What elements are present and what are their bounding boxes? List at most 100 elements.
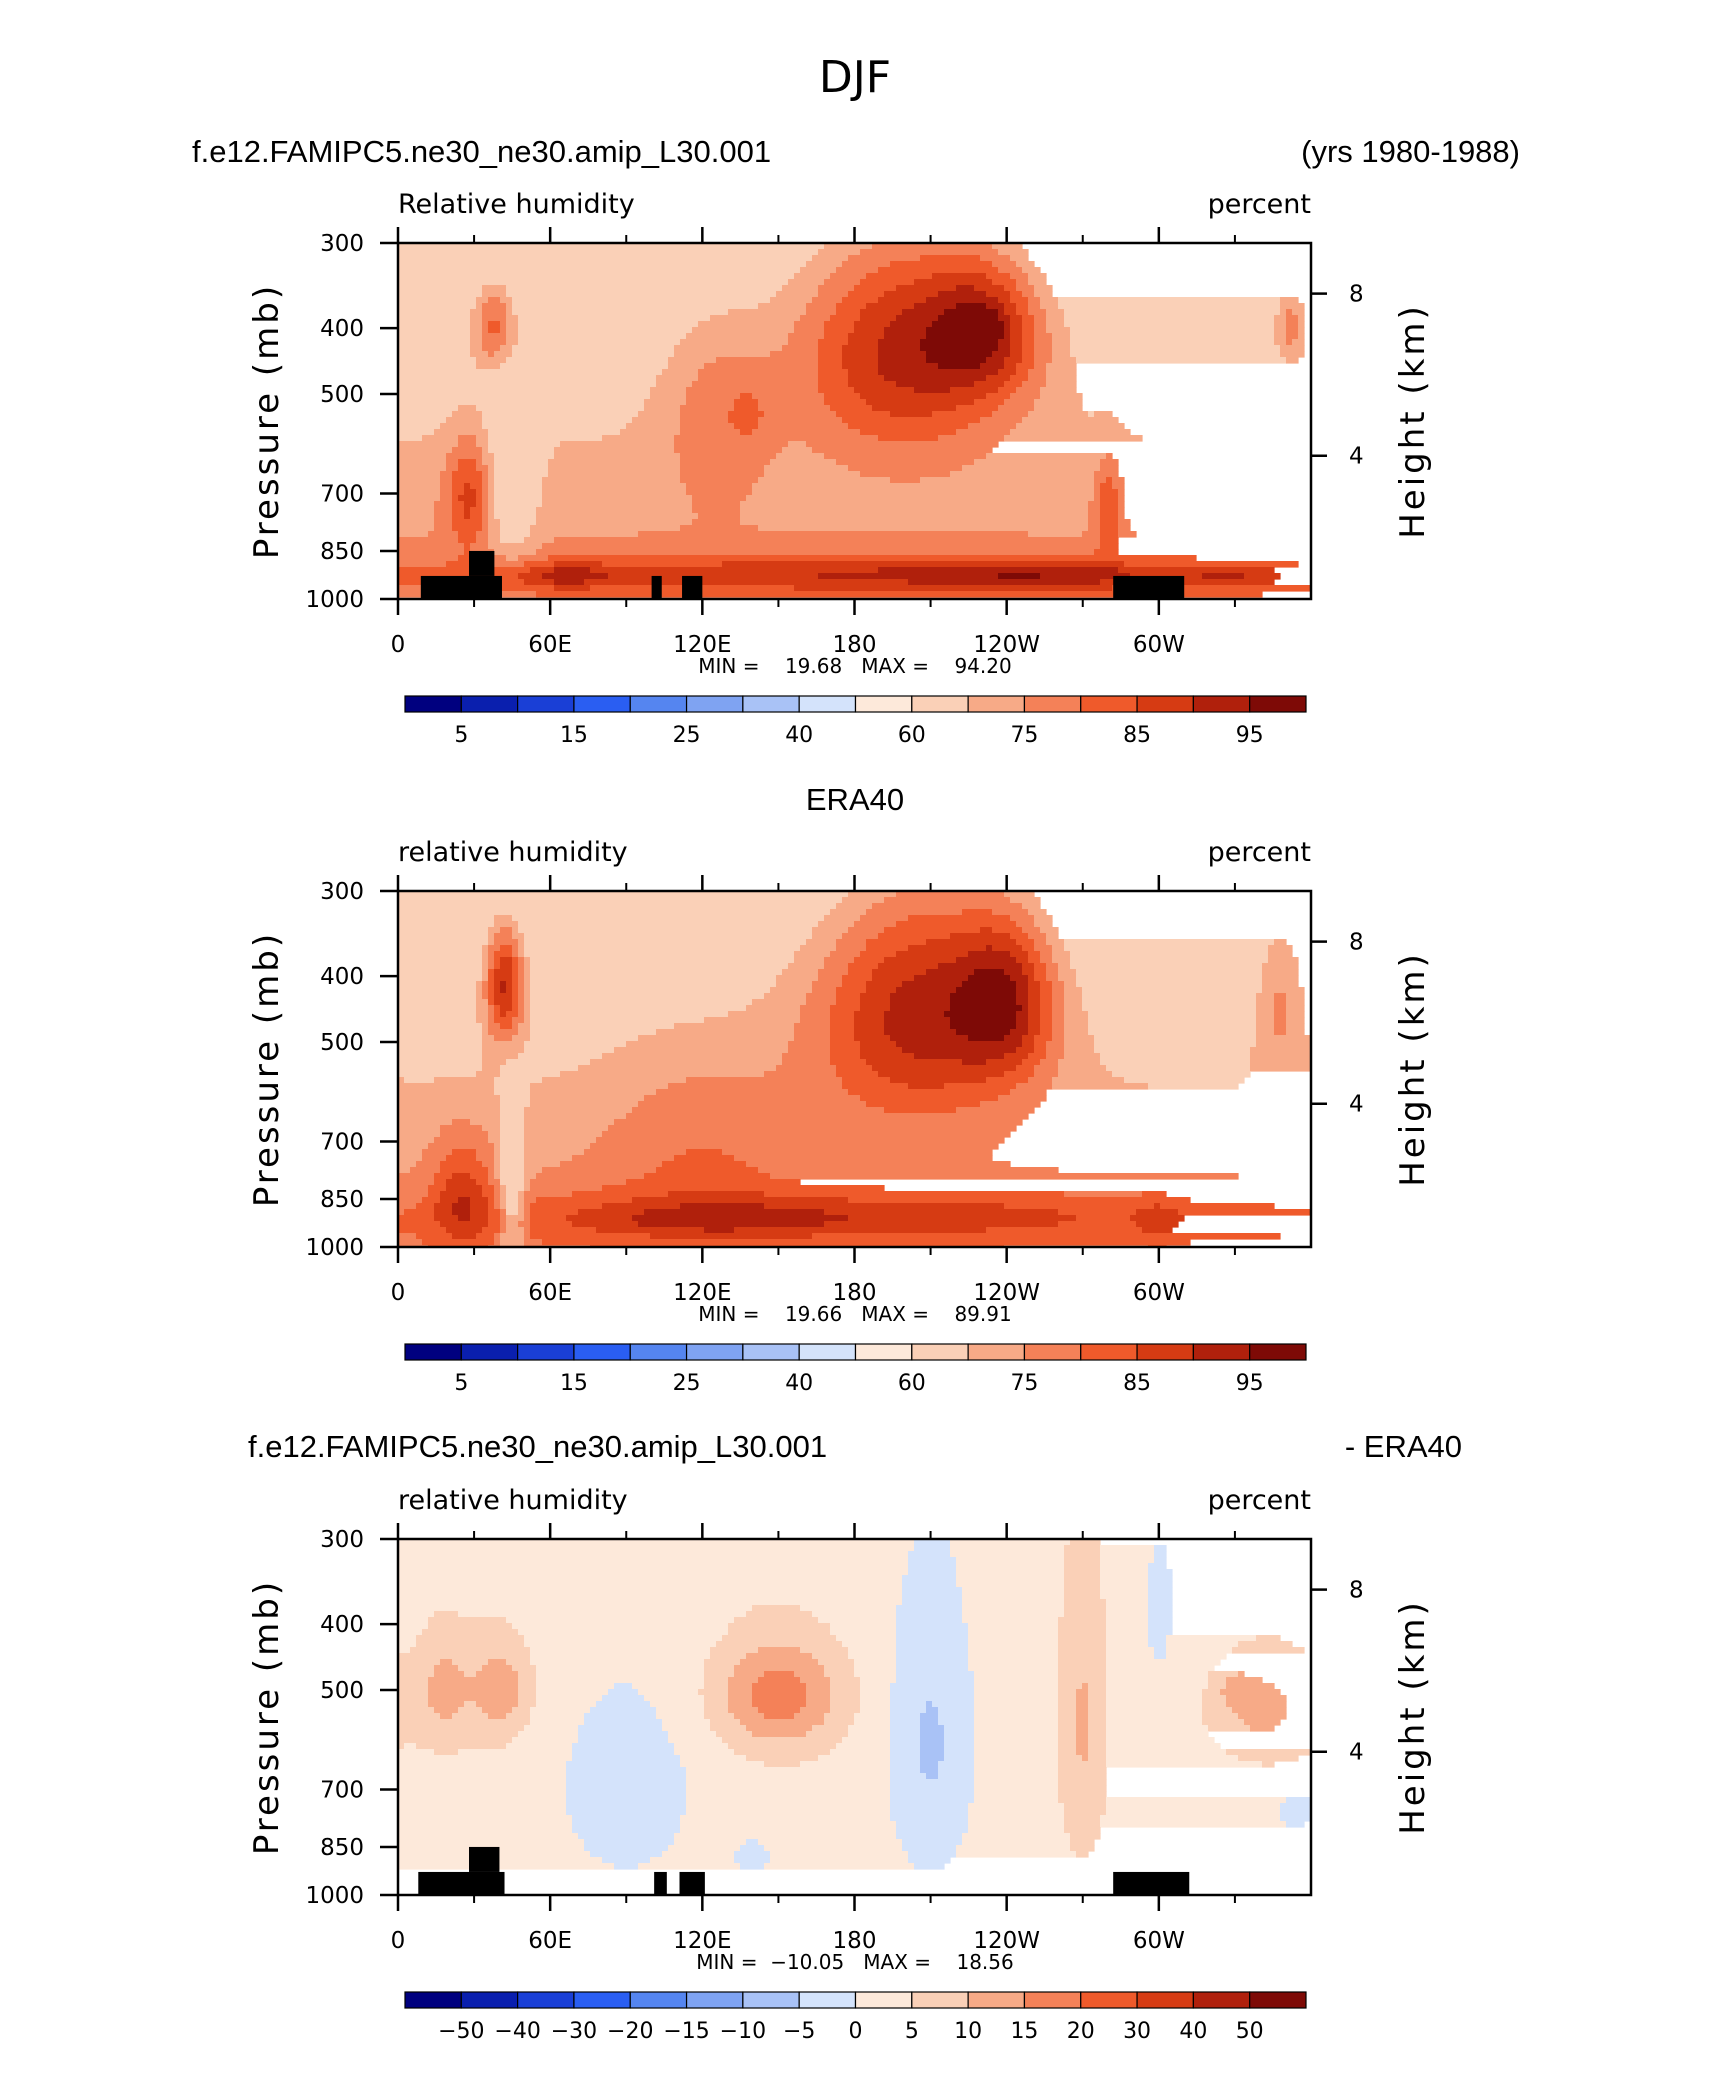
panel-3-stats: MIN = −10.05 MAX = 18.56 [696,1950,1013,1974]
colorbar-label: −20 [607,2019,653,2044]
topography-mask [654,1871,667,1895]
panel-1-var-label: Relative humidity [398,189,635,220]
panel-2-unit-label: percent [1208,837,1311,868]
colorbar-swatch [1136,695,1194,713]
y-tick-label: 300 [320,879,364,905]
colorbar-swatch [1136,1991,1194,2009]
panel-3-unit-label: percent [1208,1485,1311,1516]
colorbar-label: 85 [1123,1371,1151,1396]
x-tick-label: 60W [1133,632,1185,658]
y-tick-label: 700 [320,1778,364,1804]
panel-1-stats: MIN = 19.68 MAX = 94.20 [698,654,1011,678]
colorbar-label: −30 [551,2019,597,2044]
y-tick-label: 500 [320,1678,364,1704]
panel-1-unit-label: percent [1208,189,1311,220]
y-tick-label: 400 [320,316,364,342]
right-axis-title: Height (km) [1393,951,1433,1187]
panel-2-header-center: ERA40 [806,782,904,817]
colorbar-swatch [1023,1991,1082,2009]
colorbar-swatch [967,1343,1026,1361]
colorbar-label: 60 [898,723,926,748]
y-tick-label: 300 [320,231,364,257]
panel-2-plot: 0 60E 120E 180 120W 60W 300 400 500 700 850 1000 8 4 P… [247,875,1433,1306]
x-tick-label: 120E [673,1928,731,1954]
colorbar-swatch [404,1991,462,2009]
panel-2: ERA40 relative humidity percent 0 60E 120E… [247,782,1433,1396]
panel-1-colorbar: 5 15 25 40 60 75 85 95 [404,695,1307,748]
colorbar-label: 25 [673,723,701,748]
y-tick-label: 1000 [305,1235,364,1261]
colorbar-swatch [404,1343,462,1361]
colorbar-label: 95 [1236,723,1264,748]
contour-field [398,1539,1311,1870]
colorbar-swatch [460,695,519,713]
x-tick-label: 120W [973,1280,1040,1306]
y-axis-title: Pressure (mb) [247,1579,287,1855]
colorbar-swatch [629,695,688,713]
panel-1-header-right: (yrs 1980-1988) [1301,134,1520,169]
right-tick-label: 4 [1349,1740,1364,1766]
colorbar-label: 30 [1123,2019,1151,2044]
x-tick-label: 0 [391,1928,406,1954]
colorbar-swatch [1192,1343,1251,1361]
y-tick-label: 500 [320,382,364,408]
colorbar-swatch [573,1991,631,2009]
colorbar-swatch [742,1343,800,1361]
colorbar-swatch [854,695,913,713]
topography-mask [1113,575,1185,599]
x-tick-label: 120W [973,1928,1040,1954]
y-tick-label: 1000 [305,1883,364,1909]
colorbar-label: −15 [663,2019,709,2044]
colorbar-swatch [1192,695,1251,713]
y-tick-label: 1000 [305,587,364,613]
colorbar-swatch [798,695,857,713]
colorbar-label: 40 [785,723,813,748]
colorbar-swatch [854,1343,913,1361]
colorbar-swatch [685,1343,744,1361]
colorbar-label: 60 [898,1371,926,1396]
y-axis-title: Pressure (mb) [247,283,287,559]
x-tick-label: 120E [673,632,731,658]
colorbar-swatch [460,1991,519,2009]
panel-1: f.e12.FAMIPC5.ne30_ne30.amip_L30.001 (yr… [192,134,1520,748]
x-tick-label: 120W [973,632,1040,658]
colorbar-label: 95 [1236,1371,1264,1396]
colorbar-label: 50 [1236,2019,1264,2044]
colorbar-swatch [1023,1343,1082,1361]
colorbar-label: 40 [785,1371,813,1396]
x-tick-label: 60W [1133,1280,1185,1306]
contour-field [398,891,1311,1247]
panel-3-plot: 0 60E 120E 180 120W 60W 300 400 500 700 850 1000 8 4 P… [247,1523,1433,1954]
colorbar-swatch [629,1991,688,2009]
colorbar-label: 10 [954,2019,982,2044]
colorbar-label: 5 [454,723,468,748]
colorbar-swatch [967,1991,1026,2009]
colorbar-label: 15 [560,723,588,748]
colorbar-label: 40 [1179,2019,1207,2044]
panel-3-var-label: relative humidity [398,1485,628,1516]
colorbar-swatch [1080,1991,1138,2009]
topography-mask [1113,1871,1190,1895]
y-tick-label: 700 [320,482,364,508]
colorbar-swatch [742,1991,800,2009]
panel-3: f.e12.FAMIPC5.ne30_ne30.amip_L30.001 - E… [247,1429,1462,2044]
panel-2-colorbar: 5 15 25 40 60 75 85 95 [404,1343,1307,1396]
colorbar-swatch [1249,1991,1307,2009]
colorbar-swatch [629,1343,688,1361]
colorbar-swatch [854,1991,913,2009]
colorbar-label: 20 [1067,2019,1095,2044]
colorbar-swatch [685,695,744,713]
right-tick-label: 8 [1349,282,1364,308]
y-tick-label: 700 [320,1130,364,1156]
colorbar-label: 85 [1123,723,1151,748]
colorbar-swatch [573,1343,631,1361]
colorbar-swatch [685,1991,744,2009]
y-tick-label: 300 [320,1527,364,1553]
y-tick-label: 400 [320,964,364,990]
colorbar-swatch [1192,1991,1251,2009]
y-tick-label: 850 [320,539,364,565]
colorbar-swatch [911,695,969,713]
x-tick-label: 0 [391,632,406,658]
colorbar-swatch [798,1343,857,1361]
panel-3-colorbar: −50 −40 −30 −20 −15 −10 −5 0 5 10 15 20 30 40 50 [404,1991,1307,2044]
